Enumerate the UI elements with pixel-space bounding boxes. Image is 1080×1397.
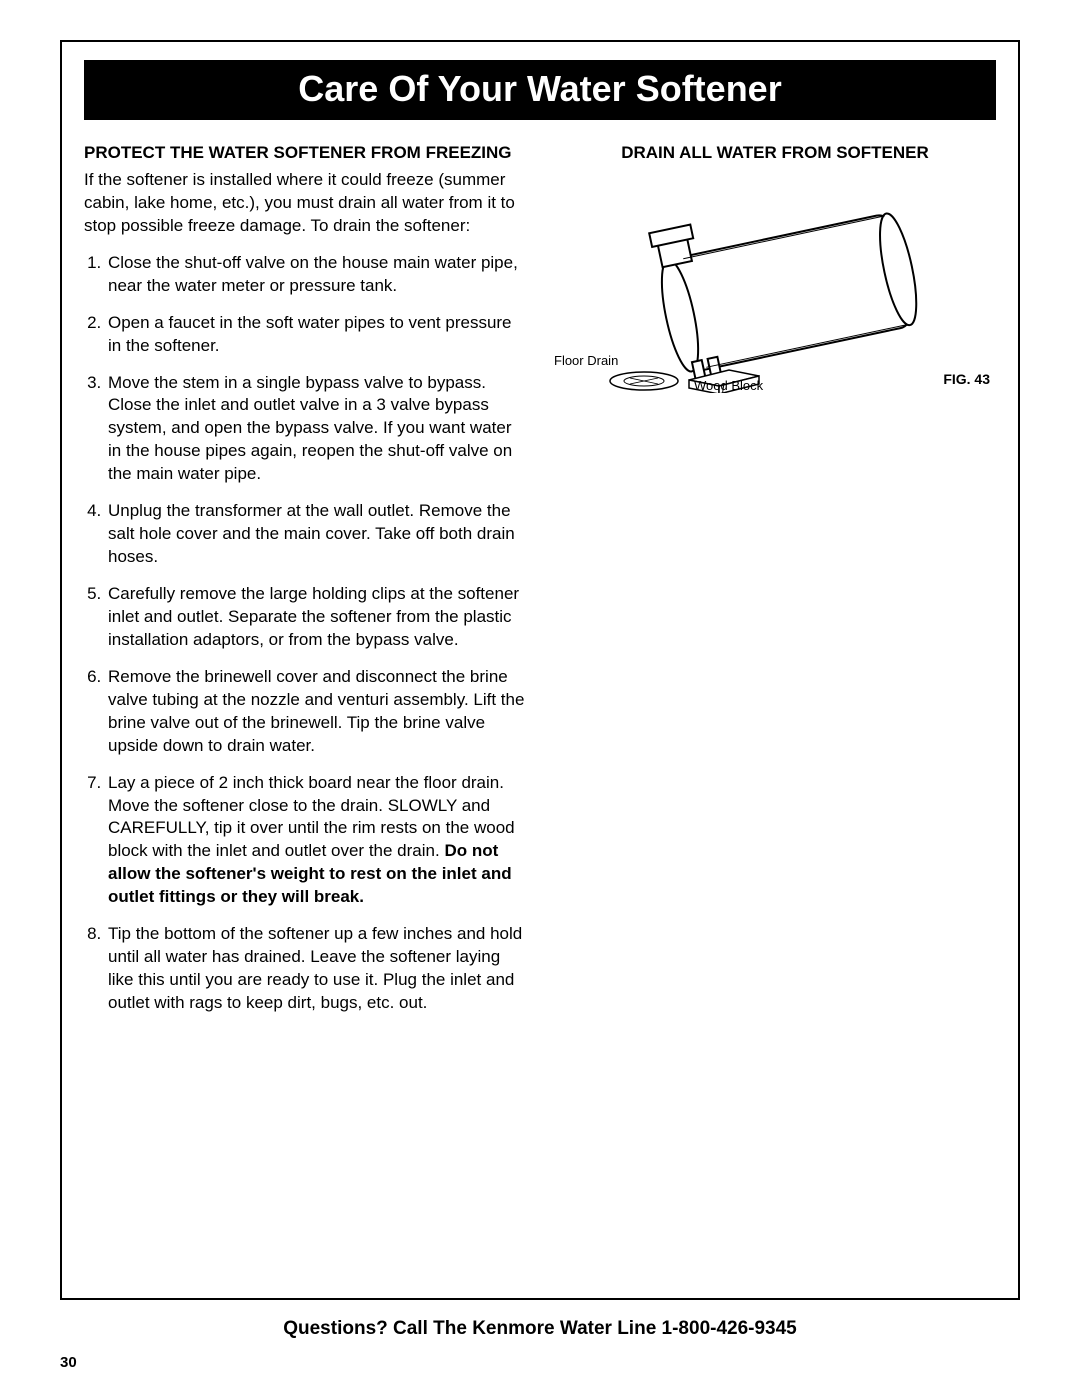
page-number: 30 <box>60 1354 77 1371</box>
floor-drain-label: Floor Drain <box>554 353 618 368</box>
step-2: Open a faucet in the soft water pipes to… <box>106 312 526 358</box>
drain-heading: DRAIN ALL WATER FROM SOFTENER <box>554 142 996 165</box>
right-column: DRAIN ALL WATER FROM SOFTENER <box>554 142 996 1029</box>
step-7: Lay a piece of 2 inch thick board near t… <box>106 772 526 910</box>
left-column: PROTECT THE WATER SOFTENER FROM FREEZING… <box>84 142 526 1029</box>
drain-steps: Close the shut-off valve on the house ma… <box>84 252 526 1015</box>
step-4: Unplug the transformer at the wall outle… <box>106 500 526 569</box>
wood-block-label: Wood Block <box>694 378 763 393</box>
columns: PROTECT THE WATER SOFTENER FROM FREEZING… <box>84 142 996 1029</box>
figure-43: Floor Drain Wood Block FIG. 43 <box>554 183 996 393</box>
step-8: Tip the bottom of the softener up a few … <box>106 923 526 1015</box>
step-6: Remove the brinewell cover and disconnec… <box>106 666 526 758</box>
content-frame: Care Of Your Water Softener PROTECT THE … <box>60 40 1020 1300</box>
freeze-heading: PROTECT THE WATER SOFTENER FROM FREEZING <box>84 142 526 165</box>
step-1: Close the shut-off valve on the house ma… <box>106 252 526 298</box>
page: Care Of Your Water Softener PROTECT THE … <box>0 0 1080 1397</box>
page-banner: Care Of Your Water Softener <box>84 60 996 120</box>
footer-help-line: Questions? Call The Kenmore Water Line 1… <box>60 1318 1020 1340</box>
figure-caption: FIG. 43 <box>943 371 990 387</box>
step-3: Move the stem in a single bypass valve t… <box>106 372 526 487</box>
figure-labels: Floor Drain Wood Block FIG. 43 <box>554 183 996 393</box>
step-5: Carefully remove the large holding clips… <box>106 583 526 652</box>
freeze-intro: If the softener is installed where it co… <box>84 169 526 238</box>
